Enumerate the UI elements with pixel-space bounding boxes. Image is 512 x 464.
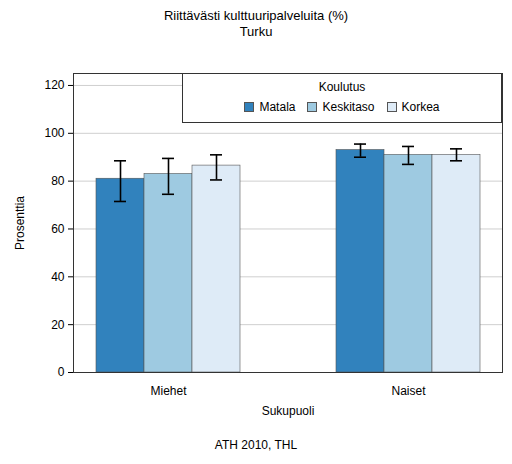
svg-text:40: 40 (51, 270, 65, 284)
svg-text:80: 80 (51, 174, 65, 188)
html-text:Turku: Turku (239, 24, 273, 39)
html-text:ATH 2010, THL: ATH 2010, THL (214, 438, 298, 452)
svg-text:60: 60 (51, 222, 65, 236)
html-text:Matala: Matala (259, 100, 296, 114)
html-text:Keskitaso: Keskitaso (322, 100, 375, 114)
svg-text:100: 100 (44, 126, 64, 140)
html-text:Korkea: Korkea (401, 100, 440, 114)
html-text:Koulutus: Koulutus (318, 80, 366, 94)
svg-text:Sukupuoli: Sukupuoli (262, 404, 315, 418)
svg-text:Miehet: Miehet (150, 384, 187, 398)
svg-text:Prosenttia: Prosenttia (13, 196, 27, 250)
svg-text:20: 20 (51, 318, 65, 332)
svg-text:Naiset: Naiset (391, 384, 426, 398)
html-text:Riittävästi kulttuuripalveluit: Riittävästi kulttuuripalveluita (%) (163, 8, 349, 23)
svg-text:120: 120 (44, 78, 64, 92)
svg-text:0: 0 (58, 365, 65, 379)
